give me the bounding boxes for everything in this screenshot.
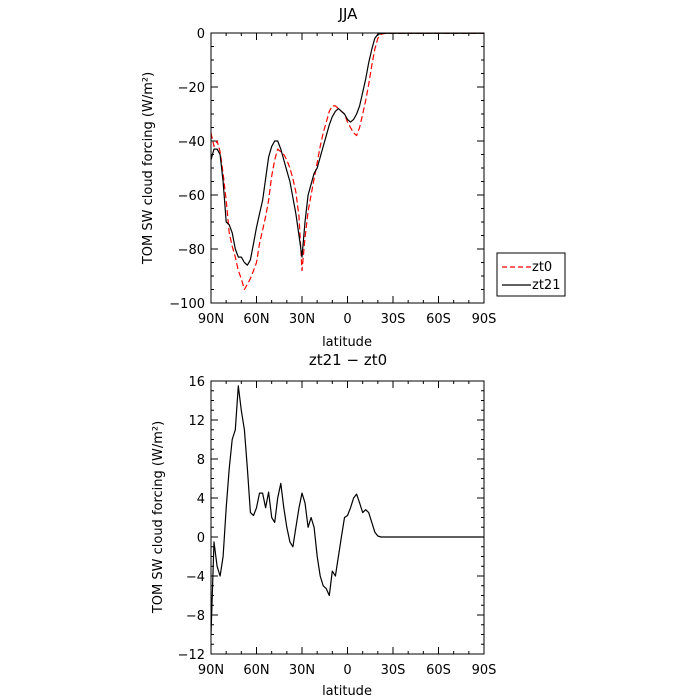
y-tick-label: 16 [188, 375, 205, 390]
top-chart-ylabel: TOM SW cloud forcing (W/m²) [141, 72, 156, 265]
x-tick-label: 30N [289, 663, 315, 678]
y-tick-label: −12 [178, 648, 205, 663]
bottom-chart-series-line-diff [211, 385, 484, 635]
top-chart-title: JJA [338, 5, 359, 23]
y-tick-label: 12 [188, 414, 205, 429]
top-chart: JJA 90N 60N 30N 0 30S 60S 90S 0 −20 −40 −60 −80 −100… [141, 5, 566, 350]
y-tick-label: −8 [186, 609, 205, 624]
legend-label-zt0: zt0 [532, 260, 552, 275]
y-tick-label: 0 [197, 27, 205, 42]
x-tick-label: 60S [426, 663, 451, 678]
bottom-chart-title: zt21 − zt0 [309, 351, 387, 369]
y-tick-label: −20 [178, 81, 205, 96]
x-tick-label: 60S [426, 312, 451, 327]
y-tick-label: −60 [178, 189, 205, 204]
legend-box [496, 252, 566, 297]
top-chart-frame [210, 32, 485, 304]
y-tick-label: −80 [178, 243, 205, 258]
top-chart-xlabel: latitude [322, 335, 372, 350]
x-tick-label: 30S [381, 312, 406, 327]
x-tick-label: 90N [198, 663, 224, 678]
bottom-chart-ylabel: TOM SW cloud forcing (W/m²) [151, 421, 166, 614]
top-chart-legend: zt0 zt21 [496, 252, 566, 297]
y-tick-label: 8 [197, 453, 205, 468]
x-tick-label: 0 [343, 663, 351, 678]
x-tick-label: 60N [243, 312, 269, 327]
x-tick-label: 0 [343, 312, 351, 327]
y-tick-label: 0 [197, 531, 205, 546]
top-chart-marks: 90N 60N 30N 0 30S 60S 90S 0 −20 −40 −60 −80 −100 [169, 27, 496, 327]
x-tick-label: 30S [381, 663, 406, 678]
x-tick-label: 30N [289, 312, 315, 327]
top-chart-series-line-zt21 [211, 33, 484, 266]
y-tick-label: −4 [186, 570, 205, 585]
y-tick-label: 4 [197, 492, 205, 507]
y-tick-label: −40 [178, 135, 205, 150]
x-tick-label: 90N [198, 312, 224, 327]
legend-label-zt21: zt21 [532, 278, 560, 293]
y-tick-label: −100 [169, 297, 205, 312]
bottom-chart-marks: 90N 60N 30N 0 30S 60S 90S 16 12 8 4 0 −4 −8 −12 [178, 375, 497, 678]
x-tick-label: 60N [243, 663, 269, 678]
bottom-chart-xlabel: latitude [322, 684, 372, 699]
x-tick-label: 90S [472, 663, 497, 678]
x-tick-label: 90S [472, 312, 497, 327]
bottom-chart-frame [210, 380, 485, 655]
bottom-chart: zt21 − zt0 90N 60N 30N 0 30S 60S 90S 16 12 8 4 0 −4 −… [151, 351, 496, 699]
